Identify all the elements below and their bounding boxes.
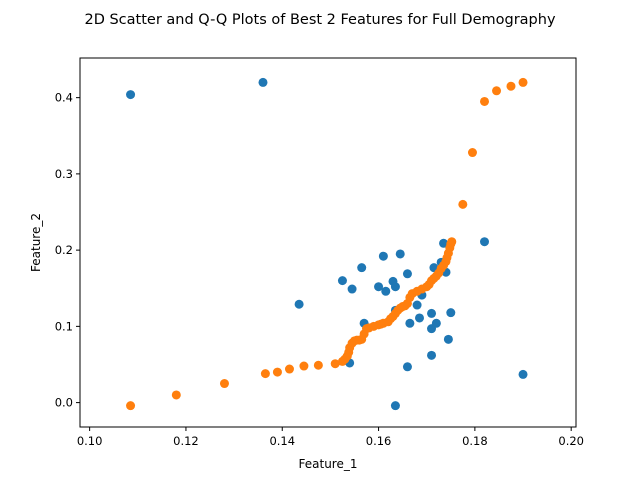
series-2-point-54 <box>458 199 468 209</box>
x-tick-label: 0.12 <box>173 434 199 448</box>
y-tick-label: 0.3 <box>55 167 73 181</box>
series-1-point-26 <box>439 238 449 248</box>
series-2-point-2 <box>171 390 181 400</box>
x-tick-label: 0.16 <box>366 434 392 448</box>
x-tick-label: 0.10 <box>77 434 103 448</box>
chart-title: 2D Scatter and Q-Q Plots of Best 2 Featu… <box>84 12 555 28</box>
y-tick-label: 0.4 <box>55 91 73 105</box>
series-1-point-6 <box>357 263 367 273</box>
series-1-point-31 <box>402 362 412 372</box>
series-1-point-4 <box>337 276 347 286</box>
series-1-point-18 <box>412 300 422 310</box>
series-1-point-30 <box>427 350 437 360</box>
series-2-point-6 <box>284 364 294 374</box>
series-2-point-59 <box>518 77 528 87</box>
series-1-point-32 <box>390 401 400 411</box>
y-tick-label: 0.0 <box>55 396 73 410</box>
series-1-point-34 <box>518 369 528 379</box>
series-1-point-17 <box>405 318 415 328</box>
series-1-point-24 <box>431 318 441 328</box>
y-tick-label: 0.1 <box>55 319 73 333</box>
series-2-point-9 <box>330 359 340 369</box>
series-2-point-8 <box>313 360 323 370</box>
series-1-point-1 <box>126 90 136 100</box>
series-2-point-55 <box>467 148 477 158</box>
series-1-point-9 <box>374 282 384 292</box>
series-1-point-2 <box>258 77 268 87</box>
series-2-point-56 <box>480 96 489 106</box>
series-1-point-21 <box>427 308 437 318</box>
ticks-layer: 0.10 0.12 0.14 0.16 0.18 0.20 0.0 0.1 0.2 0.3 0.4 <box>55 91 584 448</box>
y-axis-label: Feature_2 <box>29 213 43 272</box>
series-1-point-28 <box>443 334 453 344</box>
plot-frame <box>79 57 577 428</box>
series-2-point-1 <box>126 401 136 411</box>
x-axis-label: Feature_1 <box>299 457 358 471</box>
series-1-point-10 <box>378 251 388 261</box>
series-2-point-7 <box>299 361 309 371</box>
series-2-point-58 <box>506 81 516 91</box>
series-1-point-29 <box>446 308 456 318</box>
series-1-point-15 <box>395 249 405 259</box>
series-1-point-13 <box>390 282 400 292</box>
series-1-point-11 <box>381 286 391 296</box>
series-1-point-33 <box>480 237 489 247</box>
x-tick-label: 0.20 <box>558 434 584 448</box>
series-1-point-16 <box>402 269 412 279</box>
y-tick-label: 0.2 <box>55 243 73 257</box>
series-1-point-3 <box>294 299 304 309</box>
series-1-point-19 <box>415 313 424 323</box>
series-2-point-57 <box>492 86 502 96</box>
series-1-point-5 <box>347 284 357 294</box>
series-2-point-3 <box>219 379 229 389</box>
series-2-point-53 <box>447 237 457 247</box>
series-2-point-5 <box>272 367 282 377</box>
series-2-point-4 <box>260 369 270 379</box>
x-tick-label: 0.18 <box>462 434 488 448</box>
x-tick-label: 0.14 <box>269 434 295 448</box>
marks-layer <box>126 77 528 411</box>
